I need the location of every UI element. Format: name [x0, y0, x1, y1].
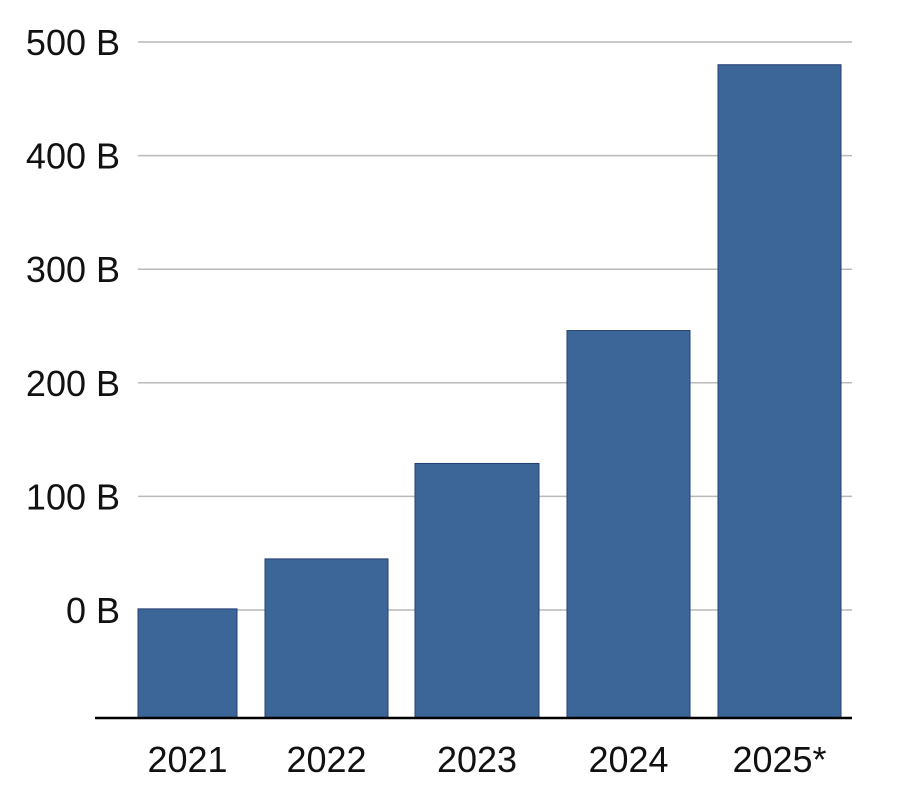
- x-tick-label-2021: 2021: [147, 739, 227, 780]
- y-tick-label-400: 400 B: [26, 136, 120, 177]
- y-axis-tick-labels: 0 B 100 B 200 B 300 B 400 B 500 B: [26, 22, 120, 631]
- x-tick-label-2024: 2024: [588, 739, 668, 780]
- bars: [137, 64, 842, 719]
- bar-2023: [414, 462, 540, 719]
- bar-2022: [264, 558, 389, 719]
- x-tick-label-2025*: 2025*: [732, 739, 826, 780]
- y-tick-label-0: 0 B: [66, 590, 120, 631]
- x-tick-label-2023: 2023: [437, 739, 517, 780]
- y-tick-label-300: 300 B: [26, 249, 120, 290]
- bar-2021: [137, 608, 238, 719]
- x-tick-label-2022: 2022: [286, 739, 366, 780]
- y-tick-label-500: 500 B: [26, 22, 120, 63]
- bar-2024: [566, 330, 691, 719]
- y-tick-label-200: 200 B: [26, 363, 120, 404]
- x-axis-tick-labels: 2021 2022 2023 2024 2025*: [147, 739, 826, 780]
- bar-2025*: [717, 64, 842, 719]
- y-tick-label-100: 100 B: [26, 476, 120, 517]
